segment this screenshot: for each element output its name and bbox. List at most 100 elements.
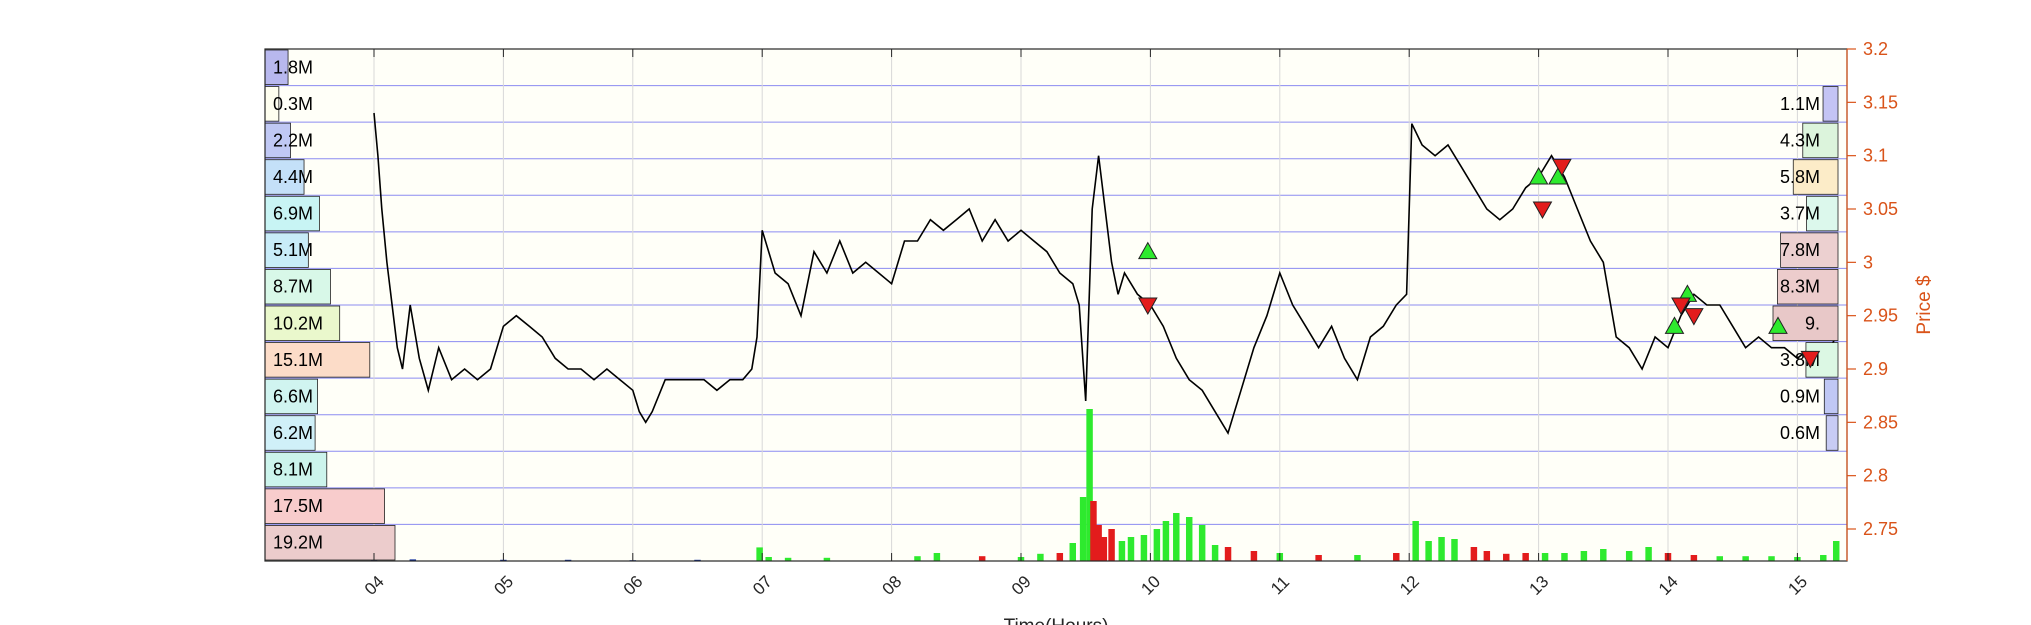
volume-profile-right-bar: [1802, 122, 1839, 159]
x-tick-label: 15: [1784, 572, 1811, 599]
price-tick-label: 2.9: [1863, 359, 1888, 379]
x-tick-label: 14: [1655, 572, 1682, 599]
volume-profile-right-bar: [1792, 159, 1839, 195]
volume-profile-left-bar: [264, 342, 371, 378]
volume-bar: [1690, 555, 1698, 561]
price-axis: 2.75 2.8 2.85 2.9 2.95 3 3.05 3.1 3.15 3.2: [1846, 39, 1898, 561]
volume-bar: [1561, 553, 1568, 561]
volume-profile-right-bar: [1777, 269, 1839, 305]
volume-bar: [1079, 497, 1087, 561]
volume-profile-left-label: 19.2M: [273, 533, 323, 553]
volume-bar: [1645, 547, 1652, 561]
volume-profile-left-bar: [264, 159, 305, 195]
volume-bar: [1503, 553, 1510, 561]
volume-profile-left-label: 0.3M: [273, 94, 313, 114]
volume-bar: [1541, 553, 1549, 561]
volume-bar: [914, 556, 921, 561]
price-tick-label: 2.8: [1863, 466, 1888, 486]
volume-profile-left-bar: [264, 451, 328, 488]
x-tick-label: 12: [1396, 572, 1423, 599]
price-tick-label: 2.95: [1863, 306, 1898, 326]
volume-bar: [1118, 541, 1126, 561]
x-tick-label: 05: [490, 572, 517, 599]
volume-bar: [1451, 539, 1458, 561]
x-tick-label: 13: [1526, 572, 1553, 599]
volume-profile-left-bar: [264, 269, 331, 305]
volume-bar: [1108, 529, 1115, 561]
volume-profile-left-bar: [264, 122, 291, 159]
sell-marker: [1671, 297, 1691, 316]
x-tick-label: 11: [1267, 572, 1293, 598]
price-tick-label: 3: [1863, 252, 1873, 272]
sell-marker: [1800, 350, 1821, 369]
volume-profile-right-label: 5.8M: [1780, 167, 1820, 187]
volume-profile-left-bar: [264, 305, 341, 341]
volume-profile-left-label: 10.2M: [273, 313, 323, 333]
volume-profile-left: 1.8M 0.3M 2.2M 4.4M 6.9M 5.1M 8.7M 10.2M 15.1M 6.…: [264, 49, 396, 561]
volume-bar: [1086, 409, 1093, 561]
volume-profile-right-bar: [1780, 232, 1839, 268]
volume-bars: [370, 409, 1840, 561]
volume-bar: [1069, 543, 1076, 561]
price-tick-label: 3.05: [1863, 199, 1898, 219]
x-tick-label: 09: [1008, 572, 1035, 599]
volume-bar: [1250, 551, 1258, 561]
x-tick-label: 04: [361, 572, 388, 599]
volume-profile-right-label: 7.8M: [1780, 240, 1820, 260]
volume-profile-left-label: 4.4M: [273, 167, 313, 187]
volume-profile-right-label: 4.3M: [1780, 130, 1820, 150]
volume-bar: [1037, 553, 1044, 561]
volume-bar: [784, 557, 792, 561]
buy-marker: [1548, 166, 1568, 185]
volume-bar: [1412, 521, 1419, 561]
buy-marker: [1137, 241, 1158, 260]
buy-marker: [1664, 316, 1685, 334]
price-tick-label: 3.1: [1863, 146, 1888, 166]
volume-profile-right-bar: [1822, 86, 1839, 122]
volume-bar: [1185, 517, 1193, 561]
volume-profile-right-label: 9.: [1805, 313, 1820, 333]
volume-bar: [1211, 545, 1219, 561]
volume-bar: [823, 557, 831, 561]
volume-bar: [1580, 551, 1588, 561]
grid-lines: [265, 49, 1847, 561]
volume-bar: [1742, 556, 1749, 561]
volume-profile-left-label: 6.2M: [273, 423, 313, 443]
volume-bar: [1056, 553, 1064, 561]
volume-profile-right-label: 0.6M: [1780, 423, 1820, 443]
volume-profile-right-label: 1.1M: [1780, 94, 1820, 114]
trade-markers: [1137, 158, 1821, 369]
volume-bar: [1100, 537, 1108, 561]
volume-bar: [978, 556, 986, 561]
x-tick-label: 08: [879, 572, 906, 599]
volume-bar: [1090, 501, 1097, 561]
sell-marker: [1552, 158, 1572, 177]
volume-bar: [1140, 535, 1148, 561]
volume-profile-left-label: 6.9M: [273, 204, 313, 224]
volume-profile-right: 1.1M4.3M5.8M3.7M7.8M8.3M9.3.8M0.9M0.6M: [1772, 86, 1839, 451]
price-tick-label: 2.75: [1863, 519, 1898, 539]
volume-bar: [1438, 537, 1445, 561]
volume-bar: [765, 557, 772, 561]
volume-bar: [1153, 529, 1161, 561]
volume-bar: [1095, 525, 1102, 561]
volume-profile-left-label: 5.1M: [273, 240, 313, 260]
volume-profile-left-label: 8.7M: [273, 277, 313, 297]
volume-profile-right-bar: [1772, 305, 1839, 341]
x-tick-label: 06: [620, 572, 647, 599]
volume-bar: [1470, 547, 1478, 561]
volume-bar: [1522, 553, 1529, 561]
volume-bar: [409, 559, 417, 561]
volume-bar: [933, 553, 941, 561]
volume-profile-right-bar: [1825, 415, 1839, 451]
volume-bar: [1483, 551, 1491, 561]
x-axis-label: Time(Hours): [1004, 616, 1109, 625]
volume-profile-left-bar: [264, 232, 309, 268]
volume-bar: [756, 547, 763, 561]
volume-bar: [1425, 541, 1432, 561]
volume-bar: [1198, 525, 1206, 561]
volume-bar: [1832, 541, 1840, 561]
volume-bar: [1162, 521, 1170, 561]
price-tick-label: 3.15: [1863, 92, 1898, 112]
